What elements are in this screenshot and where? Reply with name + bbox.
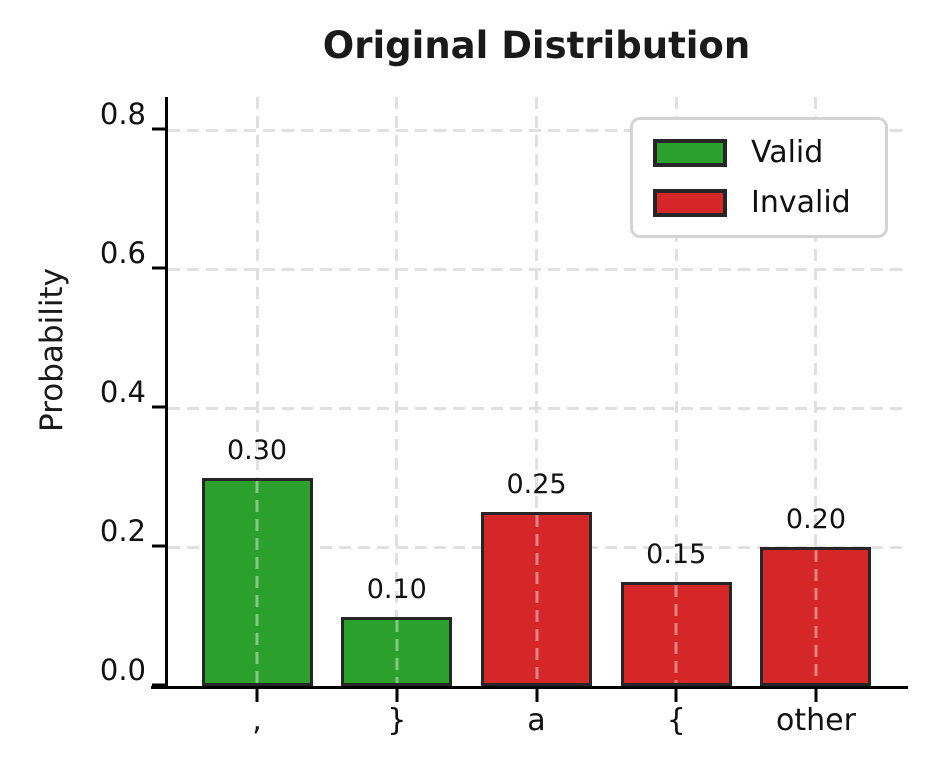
bar-valid (341, 616, 453, 686)
bar-value-label: 0.15 (646, 538, 707, 570)
y-tick (152, 683, 165, 686)
x-tick (395, 689, 399, 702)
legend-item-invalid: Invalid (653, 185, 865, 220)
bar-invalid (620, 581, 732, 686)
y-tick-label: 0.0 (99, 653, 146, 687)
x-gridline (535, 97, 538, 686)
bar-invalid (481, 512, 592, 686)
y-tick (152, 405, 165, 409)
legend-item-valid: Valid (653, 135, 865, 170)
y-tick (152, 266, 165, 270)
bar-gridline-overlay (255, 480, 259, 683)
plot-area: 0.30 0.10 0.25 0.15 0.20 0.0 0.2 0.4 0.6 0.8,} a {… (100, 97, 908, 738)
x-tick (255, 689, 259, 702)
bar-value-label: 0.25 (506, 469, 567, 501)
x-tick-label: } (387, 703, 407, 738)
x-tick (535, 689, 538, 702)
bar-gridline-overlay (814, 550, 818, 683)
y-tick-label: 0.2 (99, 514, 146, 549)
bar-invalid (760, 547, 872, 686)
x-tick-label: , (252, 703, 262, 738)
legend-label: Valid (751, 135, 824, 170)
legend: Valid Invalid (630, 117, 888, 238)
x-tick-label: a (527, 703, 546, 738)
y-tick-label: 0.4 (99, 375, 146, 410)
bar-gridline-overlay (395, 619, 399, 683)
legend-label: Invalid (751, 185, 851, 220)
x-axis-spine (151, 686, 908, 689)
x-gridline (674, 97, 678, 686)
bar-value-label: 0.20 (785, 504, 847, 536)
x-gridline (395, 97, 399, 686)
x-tick-label: other (776, 703, 856, 738)
bar-gridline-overlay (674, 584, 678, 683)
x-gridline (255, 97, 259, 686)
x-gridline (814, 97, 818, 686)
bar-value-label: 0.30 (226, 434, 288, 466)
bar-gridline-overlay (535, 515, 538, 683)
x-tick (814, 689, 818, 702)
y-tick-label: 0.6 (99, 236, 146, 271)
y-axis-spine (165, 97, 168, 689)
x-tick-label: { (666, 703, 686, 738)
chart-title: Original Distribution (322, 24, 751, 67)
bar-value-label: 0.10 (366, 573, 427, 605)
y-tick (152, 544, 165, 548)
legend-swatch-valid (653, 138, 727, 167)
y-tick-label: 0.8 (99, 97, 146, 132)
y-tick (152, 127, 165, 131)
bar-valid (201, 477, 313, 686)
legend-swatch-invalid (653, 188, 727, 217)
x-tick (674, 689, 678, 702)
